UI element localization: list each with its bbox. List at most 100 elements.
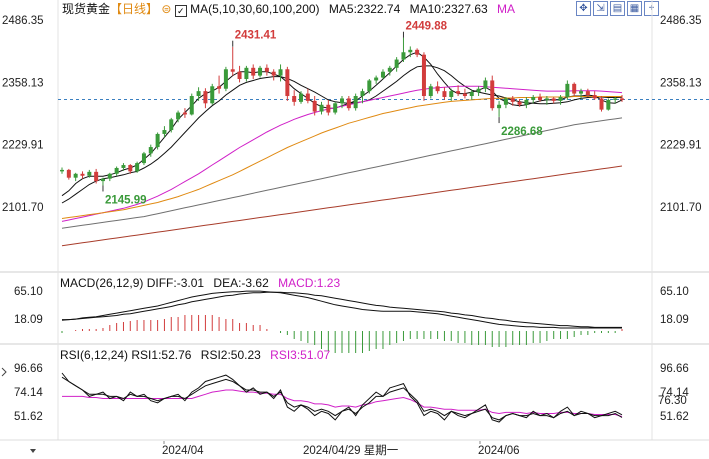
y-tick-right: 2486.35: [660, 15, 702, 27]
rsi-y-tick-right: 74.14: [660, 387, 689, 399]
candle: [285, 66, 290, 101]
candle-body: [401, 52, 406, 60]
candle-body: [551, 98, 556, 101]
candle: [524, 96, 529, 109]
main-chart-header: 现货黄金【日线】 ⊜ ✓ MA(5,10,30,60,100,200) MA5:…: [62, 2, 515, 17]
candle: [258, 65, 263, 78]
marker-label: 2431.41: [235, 30, 277, 42]
candle-body: [278, 69, 283, 76]
candle-body: [572, 83, 577, 94]
grid-icon[interactable]: ▦: [627, 1, 642, 16]
y-tick-right: 2358.13: [660, 77, 702, 89]
candle-body: [141, 153, 146, 164]
candle: [244, 65, 249, 82]
candle: [456, 85, 461, 97]
candle: [319, 101, 324, 115]
candle-body: [162, 130, 167, 134]
candle-body: [360, 91, 365, 97]
candle-body: [319, 104, 324, 112]
candle-body: [408, 49, 413, 53]
candle-body: [435, 86, 440, 92]
candle-body: [326, 104, 331, 113]
candle: [251, 64, 256, 79]
candle: [230, 46, 235, 76]
candle-body: [462, 93, 467, 97]
marker-label: 2286.68: [501, 126, 543, 138]
candle-body: [196, 91, 201, 97]
candle-body: [538, 96, 543, 100]
rsi3-value: RSI3:51.07: [270, 348, 331, 362]
shrink-icon[interactable]: ⇲: [593, 1, 608, 16]
move-icon[interactable]: ✥: [576, 1, 591, 16]
macd-diff: DIFF:-3.01: [146, 276, 205, 290]
candle: [141, 151, 146, 166]
candle-body: [251, 67, 256, 76]
candle: [107, 172, 112, 182]
candle-body: [531, 96, 536, 100]
y-tick-right: 2229.91: [660, 140, 702, 152]
candle-body: [613, 98, 618, 100]
candle-body: [169, 119, 174, 131]
candle-body: [497, 104, 502, 109]
candle-body: [510, 98, 515, 102]
candle: [531, 95, 536, 104]
candle: [551, 96, 556, 104]
candle: [326, 99, 331, 116]
candle-body: [244, 67, 249, 79]
candle-body: [264, 67, 269, 72]
candle: [264, 64, 269, 76]
candle-body: [305, 93, 310, 101]
ma-params: MA(5,10,30,60,100,200): [190, 2, 320, 16]
candle: [401, 37, 406, 62]
candle-body: [210, 86, 215, 104]
scroll-down-icon: [30, 449, 36, 453]
candle-body: [592, 95, 597, 99]
candle: [558, 95, 563, 105]
candle: [169, 117, 174, 133]
y-tick-left: 2229.91: [2, 140, 44, 152]
candle-body: [585, 91, 590, 96]
candle: [196, 87, 201, 101]
candle-body: [189, 96, 194, 115]
candle: [223, 66, 228, 92]
candle: [421, 52, 426, 101]
candle: [73, 172, 78, 182]
candle-body: [237, 71, 242, 79]
candle: [135, 161, 140, 173]
macd-y-tick-right: 18.09: [660, 314, 689, 326]
rsi-value-tag: 76.30: [658, 395, 687, 407]
candle: [121, 163, 126, 171]
dropdown-icon[interactable]: ⊜: [161, 2, 172, 16]
candle: [312, 96, 317, 116]
rsi-y-tick-left: 51.62: [14, 411, 43, 423]
candle: [428, 83, 433, 99]
candle: [462, 88, 467, 99]
y-tick-left: 2486.35: [2, 15, 44, 27]
candle-body: [483, 80, 488, 89]
candle: [353, 93, 358, 111]
candle-body: [565, 83, 570, 97]
macd-header: MACD(26,12,9) DIFF:-3.01 DEA:-3.62 MACD:…: [60, 276, 340, 290]
candle-body: [490, 80, 495, 109]
ma-toggle-icon[interactable]: ✓: [174, 5, 187, 17]
rsi-header: RSI(6,12,24) RSI1:52.76 RSI2:50.23 RSI3:…: [60, 348, 330, 362]
candle-body: [148, 147, 153, 154]
candle-body: [620, 98, 624, 100]
candle: [114, 166, 119, 176]
macd-diff-line: [61, 290, 622, 329]
candle-body: [203, 91, 208, 104]
rsi1-line: [61, 372, 623, 423]
rsi3-line: [62, 389, 623, 418]
candle-body: [456, 91, 461, 94]
period-selector[interactable]: 【日线】: [110, 2, 159, 16]
candle: [182, 108, 187, 118]
ma-line-ma100: [61, 117, 623, 229]
ma5-value: MA5:2322.74: [328, 2, 401, 16]
rsi-params: RSI(6,12,24): [60, 348, 129, 362]
candle-body: [503, 98, 508, 105]
chart-icon[interactable]: ▤: [610, 1, 625, 16]
candle-body: [230, 69, 235, 72]
candle-body: [135, 163, 140, 172]
